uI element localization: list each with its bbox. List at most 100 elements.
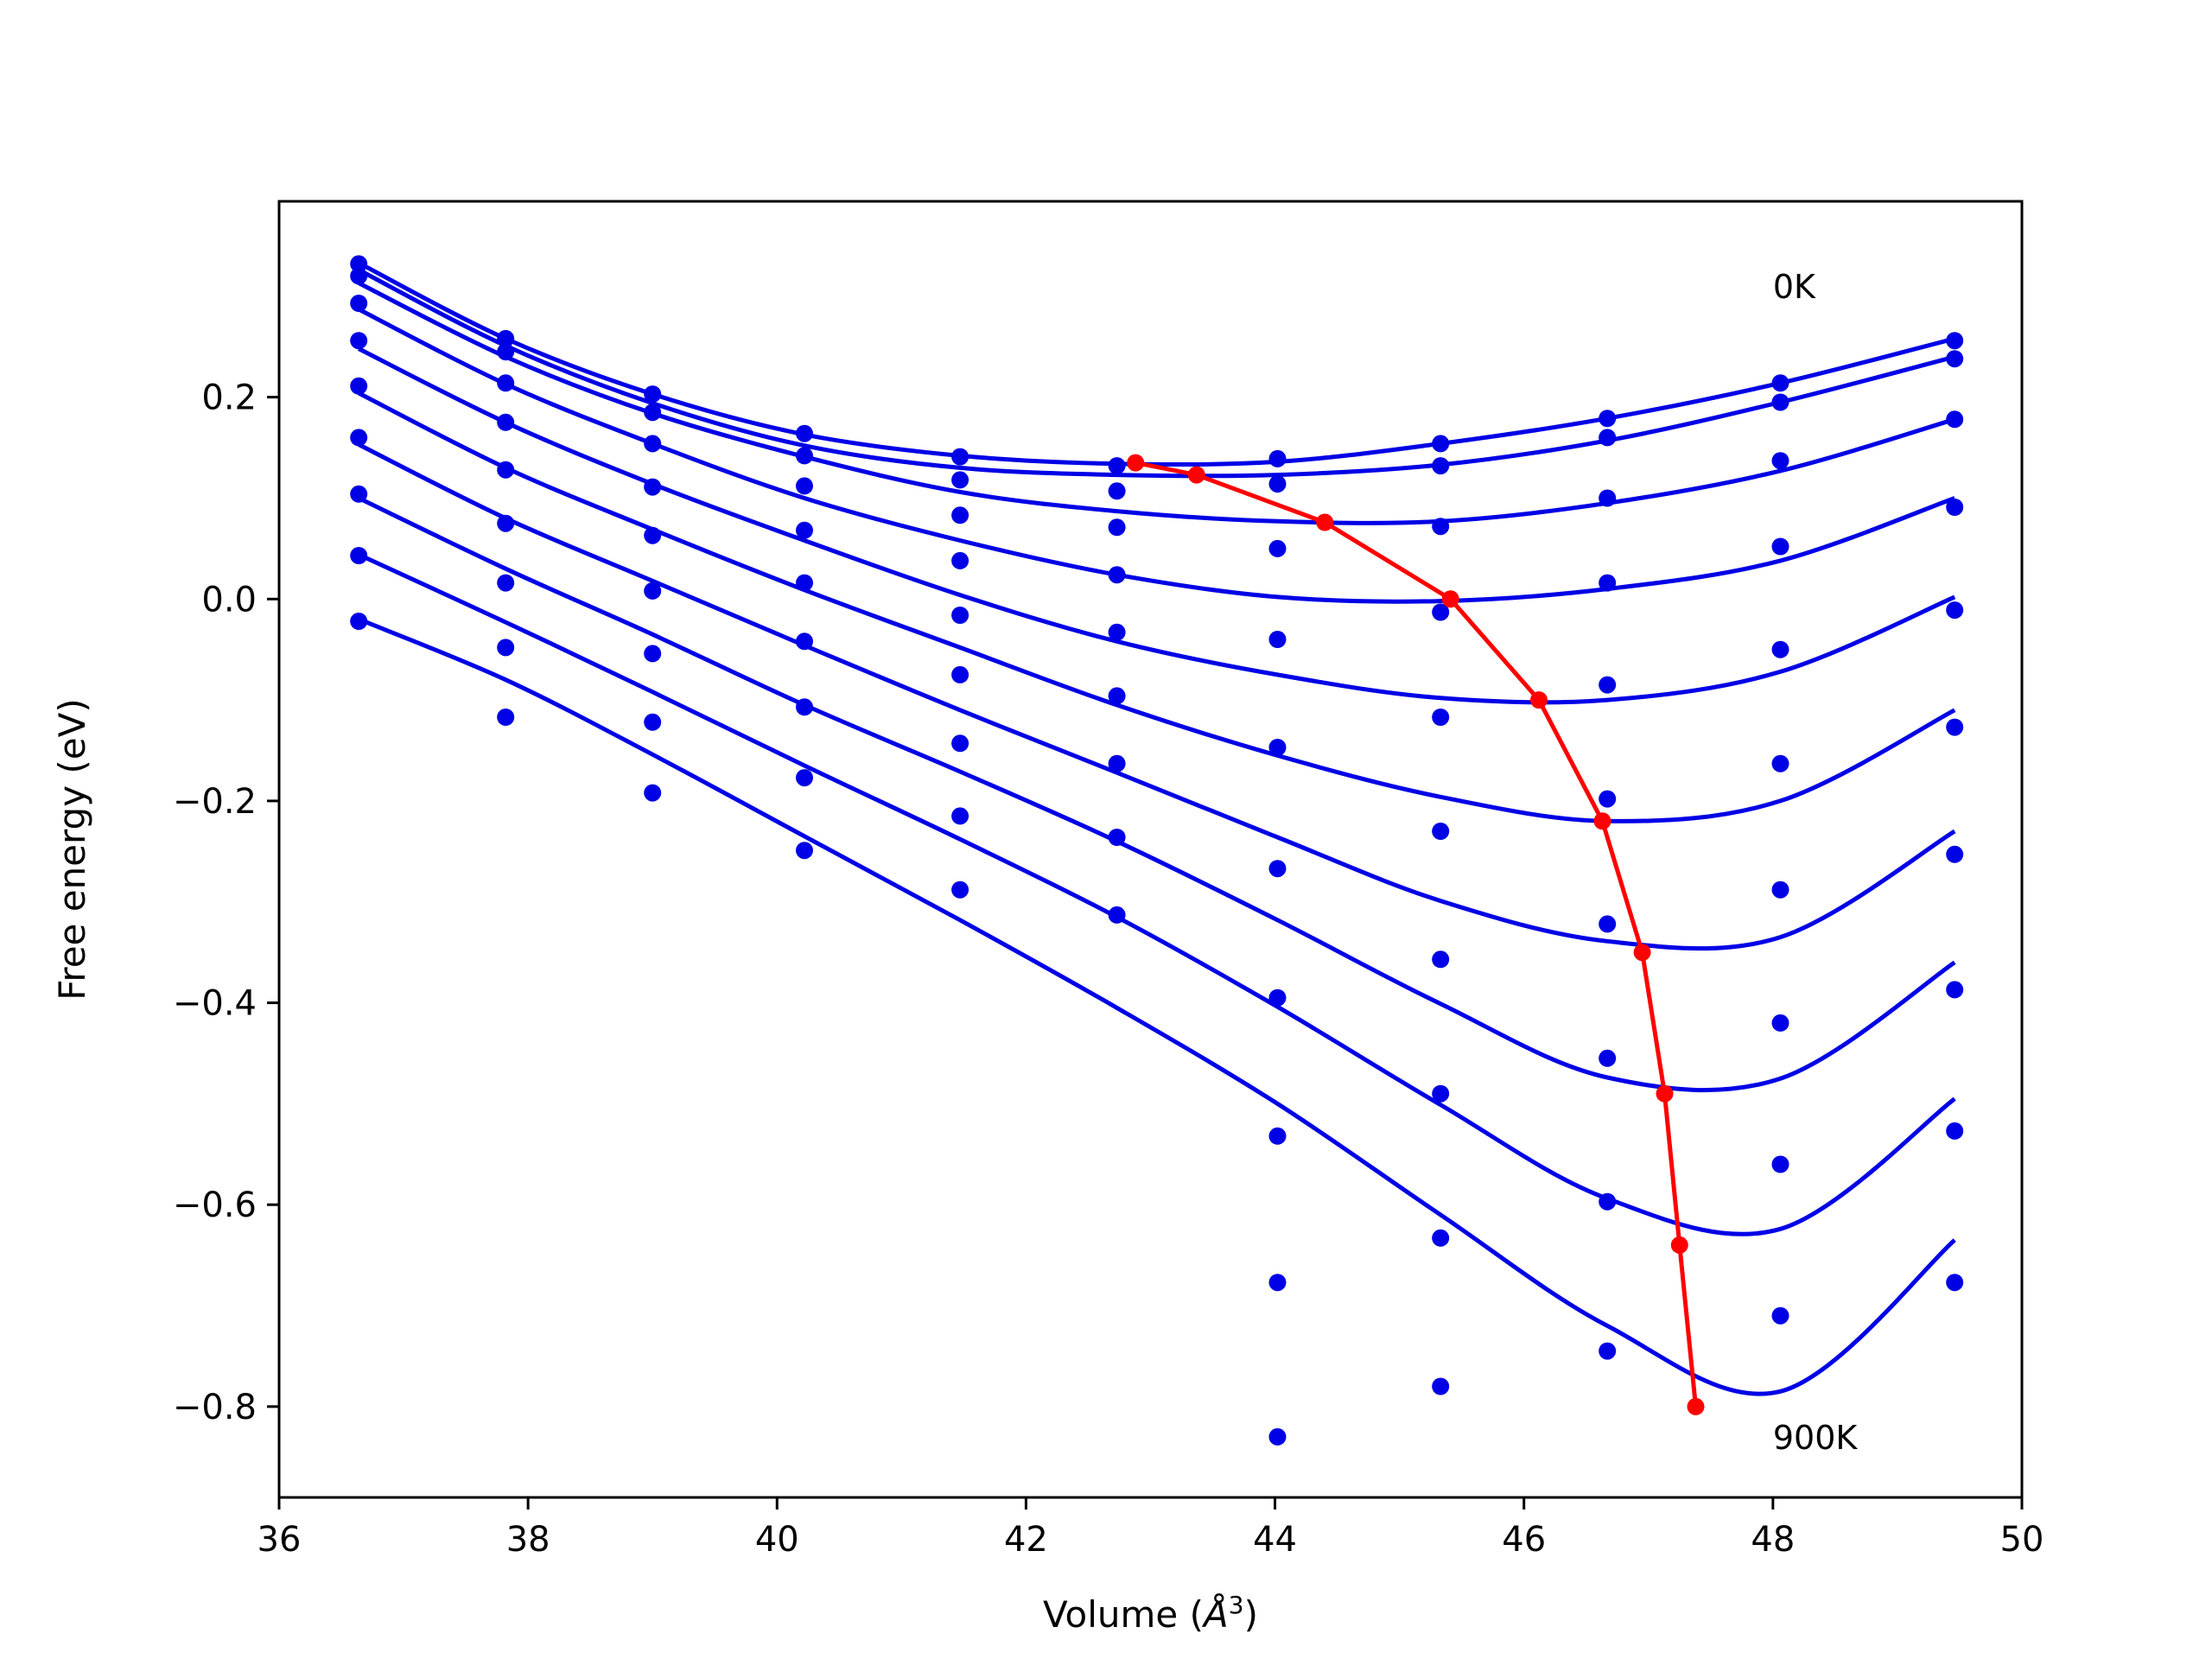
- data-point-s5-v5: [1108, 687, 1126, 705]
- data-point-s5-v1: [497, 514, 515, 532]
- y-tick-label-2: −0.4: [173, 984, 257, 1024]
- data-point-s4-v9: [1771, 640, 1789, 658]
- data-point-s8-v6: [1268, 1274, 1287, 1292]
- minimum-path-line: [1135, 461, 1698, 1408]
- data-point-s5-v8: [1599, 790, 1617, 808]
- x-tick-label-38: 38: [506, 1520, 550, 1560]
- data-point-s4-v6: [1268, 739, 1287, 756]
- data-point-s1-v9: [1771, 393, 1789, 411]
- data-point-s0-v10: [1946, 332, 1964, 350]
- data-point-s4-v7: [1432, 709, 1450, 726]
- data-point-s1-v8: [1599, 429, 1617, 447]
- fit-curve-9: [358, 617, 1956, 1396]
- minimum-point-2: [1316, 513, 1334, 531]
- x-axis-ticks: 36 38 40 42 44 46 48 50: [257, 1497, 2044, 1560]
- data-point-s7-v10: [1946, 981, 1964, 999]
- data-point-s6-v5: [1108, 754, 1126, 772]
- data-point-s6-v9: [1771, 880, 1789, 899]
- data-point-s5-v0: [350, 429, 368, 447]
- fit-curve-2: [358, 281, 1955, 525]
- data-point-s9-v9: [1771, 1306, 1789, 1325]
- data-point-s4-v1: [497, 461, 515, 479]
- data-point-s5-v2: [644, 582, 662, 600]
- data-point-s4-v8: [1599, 676, 1617, 694]
- y-tick-label-5: 0.2: [201, 378, 257, 418]
- data-point-s1-v7: [1432, 457, 1450, 475]
- minimum-point-9: [1687, 1397, 1705, 1415]
- data-point-s9-v10: [1946, 1274, 1964, 1292]
- minimum-point-6: [1633, 944, 1651, 962]
- data-point-s8-v5: [1108, 906, 1126, 924]
- annotation-1: 900K: [1773, 1419, 1859, 1457]
- data-point-s2-v5: [1108, 518, 1126, 537]
- data-point-s8-v4: [951, 880, 969, 899]
- data-point-s1-v10: [1946, 350, 1964, 368]
- data-point-s3-v9: [1771, 537, 1789, 556]
- data-point-s7-v9: [1771, 1014, 1789, 1032]
- data-point-s4-v5: [1108, 623, 1126, 641]
- data-points-layer: [350, 255, 1964, 1446]
- data-point-s5-v6: [1268, 860, 1287, 878]
- x-tick-label-44: 44: [1253, 1520, 1297, 1560]
- data-point-s1-v2: [644, 404, 662, 422]
- x-tick-label-46: 46: [1502, 1520, 1546, 1560]
- data-point-s2-v8: [1599, 489, 1617, 507]
- fit-curves-layer: [358, 261, 1956, 1396]
- fit-curve-6: [358, 442, 1956, 951]
- data-point-s4-v2: [644, 526, 662, 544]
- data-point-s8-v3: [796, 842, 813, 860]
- minimum-point-7: [1656, 1084, 1674, 1103]
- data-point-s9-v7: [1432, 1377, 1450, 1395]
- data-point-s6-v3: [796, 698, 813, 716]
- data-point-s3-v7: [1432, 603, 1450, 621]
- data-point-s3-v0: [350, 332, 368, 350]
- y-tick-label-4: 0.0: [201, 580, 257, 620]
- fit-curve-1: [358, 268, 1955, 479]
- x-tick-label-42: 42: [1004, 1520, 1048, 1560]
- data-point-s7-v6: [1268, 1127, 1287, 1145]
- data-point-s0-v9: [1771, 374, 1789, 392]
- data-point-s5-v7: [1432, 823, 1450, 840]
- data-point-s5-v9: [1771, 754, 1789, 772]
- x-tick-label-48: 48: [1751, 1520, 1795, 1560]
- annotations-layer: 0K 900K: [1773, 268, 1859, 1457]
- data-point-s2-v4: [951, 506, 969, 524]
- x-tick-label-36: 36: [257, 1520, 302, 1560]
- data-point-s7-v1: [497, 639, 515, 657]
- data-point-s1-v4: [951, 471, 969, 489]
- data-point-s8-v1: [497, 709, 515, 726]
- data-point-s6-v0: [350, 485, 368, 503]
- data-point-s3-v5: [1108, 566, 1126, 584]
- fit-curve-4: [358, 346, 1956, 705]
- data-point-s3-v3: [796, 521, 813, 539]
- data-point-s1-v0: [350, 267, 368, 285]
- data-point-s4-v10: [1946, 601, 1964, 620]
- data-point-s9-v6: [1268, 1427, 1287, 1446]
- data-point-s5-v3: [796, 632, 813, 651]
- y-tick-label-1: −0.6: [173, 1185, 257, 1225]
- data-point-s5-v4: [951, 665, 969, 683]
- data-point-s8-v7: [1432, 1229, 1450, 1247]
- minimum-point-1: [1187, 466, 1205, 484]
- fit-curve-5: [358, 391, 1956, 823]
- data-point-s0-v3: [796, 424, 813, 442]
- annotation-0: 0K: [1773, 268, 1816, 306]
- data-point-s2-v10: [1946, 410, 1964, 429]
- minimum-path-layer: [1127, 454, 1705, 1415]
- data-point-s6-v8: [1599, 915, 1617, 933]
- data-point-s0-v5: [1108, 457, 1126, 475]
- x-axis-title: Volume (Å3): [1043, 1591, 1258, 1637]
- data-point-s7-v7: [1432, 1084, 1450, 1103]
- minimum-point-3: [1441, 590, 1459, 608]
- data-point-s7-v3: [796, 769, 813, 787]
- data-point-s6-v10: [1946, 845, 1964, 863]
- plot-frame: [277, 200, 2024, 1499]
- data-point-s0-v1: [497, 329, 515, 347]
- y-tick-label-0: −0.8: [173, 1388, 257, 1427]
- y-axis-title: Free energy (eV): [51, 698, 93, 1001]
- data-point-s6-v2: [644, 645, 662, 663]
- data-point-s2-v0: [350, 295, 368, 312]
- data-point-s8-v2: [644, 784, 662, 802]
- data-point-s9-v8: [1599, 1342, 1617, 1360]
